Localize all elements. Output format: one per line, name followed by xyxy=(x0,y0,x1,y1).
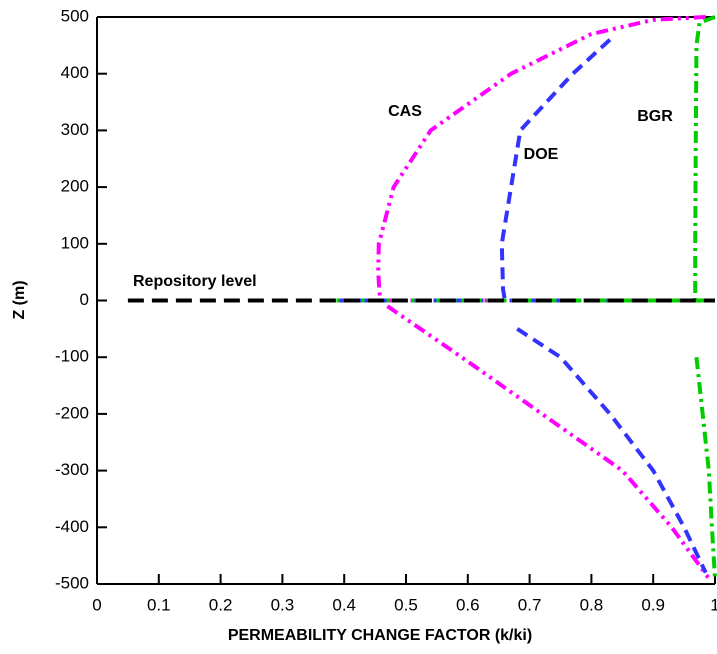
x-axis-label: PERMEABILITY CHANGE FACTOR (k/ki) xyxy=(228,627,532,644)
y-axis-label: Z (m) xyxy=(11,280,28,319)
x-tick-label: 0.7 xyxy=(518,595,542,614)
y-tick-label: -400 xyxy=(55,517,89,536)
x-tick-label: 0.6 xyxy=(456,595,480,614)
y-tick-label: -200 xyxy=(55,403,89,422)
y-tick-label: -300 xyxy=(55,460,89,479)
y-tick-label: 500 xyxy=(61,6,89,25)
y-tick-label: 300 xyxy=(61,120,89,139)
x-tick-label: 0.9 xyxy=(641,595,665,614)
x-tick-label: 0.4 xyxy=(332,595,356,614)
x-tick-label: 0 xyxy=(92,595,101,614)
y-tick-label: -500 xyxy=(55,573,89,592)
y-tick-label: 200 xyxy=(61,177,89,196)
x-tick-label: 0.5 xyxy=(394,595,418,614)
series-line xyxy=(319,15,717,579)
x-tick-label: 0.1 xyxy=(147,595,171,614)
x-tick-label: 0.2 xyxy=(209,595,233,614)
series-label: BGR xyxy=(637,108,673,125)
y-tick-label: 100 xyxy=(61,233,89,252)
y-tick-label: -100 xyxy=(55,347,89,366)
y-tick-label: 400 xyxy=(61,63,89,82)
x-tick-label: 1 xyxy=(710,595,717,614)
series-label: CAS xyxy=(388,103,422,120)
x-tick-label: 0.3 xyxy=(271,595,295,614)
series-label: DOE xyxy=(524,146,559,163)
series-line xyxy=(319,15,715,580)
y-tick-label: 0 xyxy=(80,290,89,309)
x-tick-label: 0.8 xyxy=(580,595,604,614)
series-label: Repository level xyxy=(133,273,257,290)
